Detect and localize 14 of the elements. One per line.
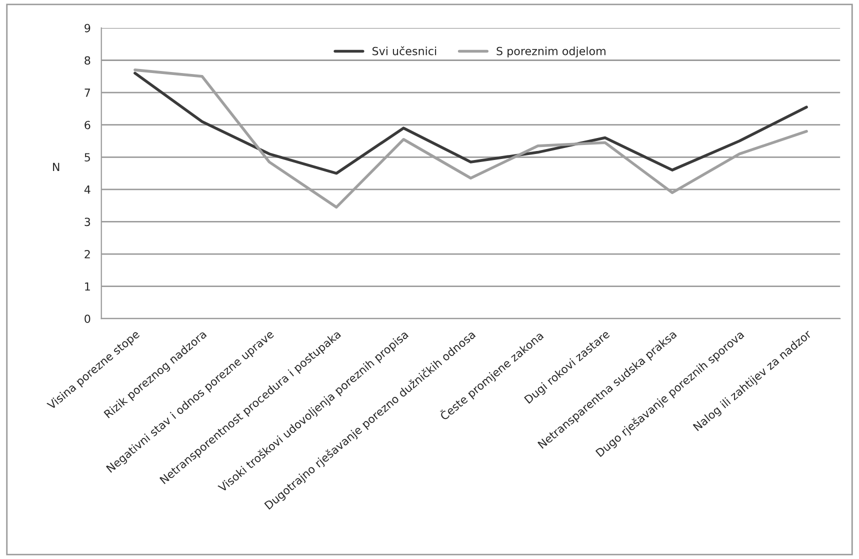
legend-label: S poreznim odjelom: [496, 46, 606, 58]
y-tick-label: 6: [84, 120, 90, 130]
y-tick-label: 2: [84, 250, 90, 258]
y-tick-label: 9: [84, 24, 90, 32]
y-tick-label: 7: [84, 88, 90, 97]
y-tick-label: 1: [85, 282, 90, 291]
y-tick-label: 5: [84, 153, 90, 162]
y-tick-label: 8: [84, 56, 90, 65]
y-tick-label: 3: [84, 218, 90, 226]
y-axis-title: N: [53, 162, 60, 171]
line-series: [134, 72, 808, 175]
y-tick-label: 0: [84, 314, 90, 324]
legend-label: Svi učesnici: [372, 46, 436, 56]
y-tick-label: 4: [84, 186, 90, 194]
